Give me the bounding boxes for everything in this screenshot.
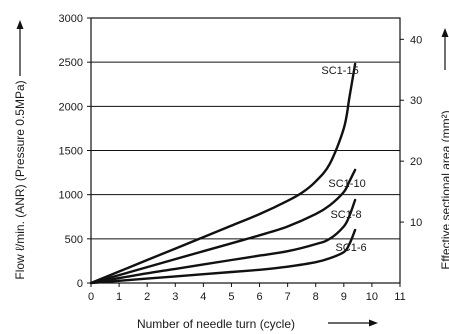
y-tick-label: 2500 bbox=[59, 57, 83, 69]
y2-tick-label: 10 bbox=[410, 217, 422, 229]
y2-axis-arrowhead bbox=[441, 28, 449, 37]
x-tick-label: 8 bbox=[313, 291, 319, 303]
y2-ticks: 10 20 30 40 bbox=[400, 34, 422, 229]
curves bbox=[89, 62, 357, 285]
x-tick-label: 3 bbox=[172, 291, 178, 303]
curve-label-sc1-10: SC1-10 bbox=[328, 178, 365, 190]
x-tick-label: 2 bbox=[144, 291, 150, 303]
x-axis-label: Number of needle turn (cycle) bbox=[137, 317, 295, 331]
x-axis-arrowhead bbox=[369, 319, 378, 327]
curve-sc1-10 bbox=[89, 168, 357, 285]
curve-label-sc1-8: SC1-8 bbox=[330, 209, 361, 221]
y2-tick-label: 30 bbox=[410, 95, 422, 107]
curve-label-sc1-6: SC1-6 bbox=[335, 242, 366, 254]
y-axis-arrowhead bbox=[16, 20, 24, 29]
x-ticks: 0 1 2 3 4 5 6 7 8 9 10 11 bbox=[88, 283, 406, 303]
y2-tick-label: 40 bbox=[410, 34, 422, 46]
curve-sc1-15 bbox=[89, 62, 357, 285]
y-axis-label: Flow ℓ/min. (ANR) (Pressure 0.5MPa) bbox=[13, 80, 27, 279]
x-tick-label: 9 bbox=[341, 291, 347, 303]
curve-label-sc1-15: SC1-15 bbox=[321, 65, 358, 77]
y2-axis-label: Effective sectional area (mm²) bbox=[439, 110, 449, 269]
y-tick-label: 1500 bbox=[59, 146, 83, 158]
x-tick-label: 4 bbox=[200, 291, 206, 303]
y-ticks: 0 500 1000 1500 2000 2500 3000 bbox=[59, 13, 91, 290]
curve-sc1-6 bbox=[89, 228, 357, 285]
x-tick-label: 0 bbox=[88, 291, 94, 303]
y-tick-label: 3000 bbox=[59, 13, 83, 25]
y-tick-label: 0 bbox=[77, 278, 83, 290]
y-tick-label: 500 bbox=[65, 234, 83, 246]
curve-labels: SC1-15 SC1-10 SC1-8 SC1-6 bbox=[321, 65, 366, 254]
y2-tick-label: 20 bbox=[410, 156, 422, 168]
x-tick-label: 6 bbox=[256, 291, 262, 303]
y-tick-label: 2000 bbox=[59, 101, 83, 113]
curve-sc1-8 bbox=[89, 198, 357, 285]
y-tick-label: 1000 bbox=[59, 190, 83, 202]
x-tick-label: 7 bbox=[285, 291, 291, 303]
x-tick-label: 1 bbox=[116, 291, 122, 303]
x-tick-label: 5 bbox=[228, 291, 234, 303]
x-tick-label: 10 bbox=[366, 291, 378, 303]
x-tick-label: 11 bbox=[394, 291, 405, 303]
